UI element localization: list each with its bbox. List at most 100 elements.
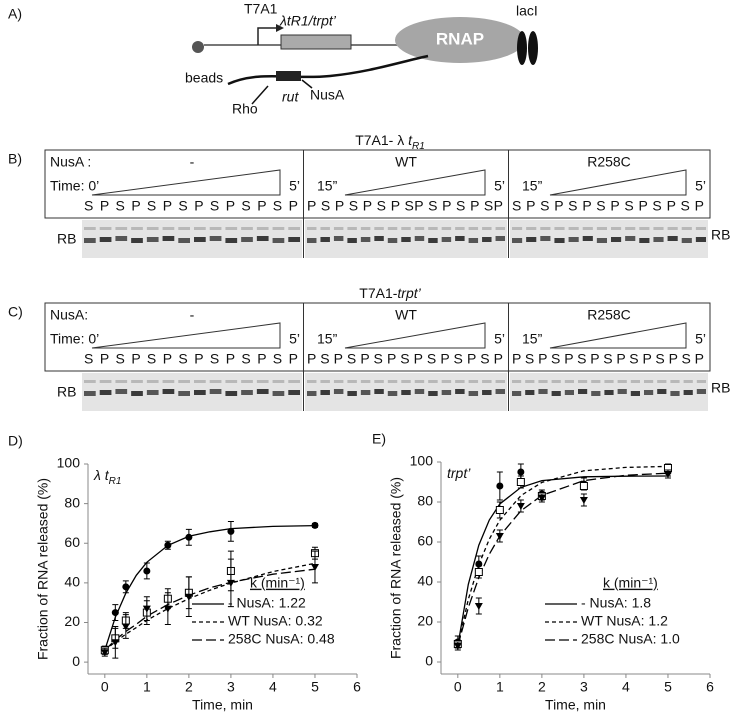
annotation-part: λ t [93, 467, 110, 483]
gel-band-top [551, 380, 561, 383]
gel-band-top [696, 380, 706, 383]
time-end: 5’ [695, 178, 706, 194]
gel-band-top [495, 380, 505, 383]
gel-band [564, 390, 574, 395]
gel-title-part: t [408, 132, 413, 148]
gel-frame [44, 302, 711, 372]
gel-band-top [178, 380, 190, 383]
marker [111, 639, 120, 647]
gel-band [146, 237, 159, 242]
terminator-box [280, 34, 352, 50]
gel-band [99, 237, 112, 242]
marker [517, 468, 525, 476]
gel-band-top [578, 380, 588, 383]
gel-band [540, 236, 551, 241]
gel-band [455, 389, 465, 394]
marker [142, 605, 151, 613]
time-start: 15” [317, 331, 338, 347]
gel-band-top [482, 380, 492, 383]
x-tick-label: 6 [353, 679, 361, 695]
time-end: 5’ [494, 331, 505, 347]
time-start: 15” [317, 178, 338, 194]
x-axis-label: Time, min [192, 697, 253, 713]
gel-band [360, 390, 371, 395]
gel-band-top [482, 227, 492, 230]
panel-label: A) [8, 6, 22, 22]
section-name: R258C [587, 154, 631, 170]
gel-band [525, 390, 535, 395]
gel-band-top [288, 227, 300, 230]
marker [516, 478, 525, 486]
lane-labels: P S P S P S P SP S P S P SP [307, 198, 503, 214]
gel-band-top [695, 227, 706, 230]
annotation: trpt’ [447, 465, 471, 481]
row-label: Time: 0’ [50, 331, 99, 347]
section-name: WT [395, 154, 417, 170]
rut-box [276, 71, 301, 81]
band-label: RB [711, 227, 730, 243]
legend-entry: WT NusA: 1.2 [581, 613, 668, 629]
gel-band [178, 238, 190, 243]
gel-band-top [256, 380, 269, 383]
time-start: 15” [522, 178, 543, 194]
marker [184, 593, 193, 601]
gel-band-top [455, 227, 465, 230]
gel-band-top [644, 380, 654, 383]
gel-band [401, 390, 411, 395]
gel-band-top [241, 227, 253, 230]
gel-band-top [401, 380, 411, 383]
marker [122, 583, 130, 591]
gel-band-top [387, 380, 398, 383]
gel-band [256, 389, 269, 394]
gel-band [401, 237, 411, 242]
x-tick-label: 2 [538, 679, 546, 695]
rho-arrow [251, 85, 269, 105]
legend-entry: - NusA: 1.22 [228, 595, 306, 611]
gel-band [653, 237, 664, 242]
gel-band [241, 237, 253, 242]
marker [579, 482, 588, 490]
y-tick-label: 100 [57, 455, 81, 471]
gel-band [99, 390, 112, 395]
lane-labels: P S P S P S P S P S P S P S P [307, 351, 503, 367]
gel-band [131, 391, 143, 396]
gel-band-top [374, 380, 384, 383]
gel-band [387, 391, 398, 396]
gel-band-top [428, 227, 438, 230]
section-name: - [190, 154, 195, 170]
gel-band-top [307, 380, 317, 383]
x-tick-label: 2 [185, 679, 193, 695]
row-label: NusA: [50, 307, 88, 323]
gel-band [428, 391, 438, 396]
time-end: 5’ [289, 178, 300, 194]
gel-band [360, 237, 371, 242]
marker [226, 579, 235, 587]
gel-band-top [625, 227, 636, 230]
gel-band [162, 236, 175, 241]
gel-band-top [146, 380, 159, 383]
gel-title-part: T7A1- [359, 285, 397, 301]
marker [100, 649, 109, 657]
marker [474, 603, 483, 610]
fit-line [457, 472, 669, 647]
gel-band-top [468, 380, 479, 383]
x-tick-label: 4 [269, 679, 277, 695]
y-tick-label: 80 [64, 494, 80, 510]
gel-band [683, 390, 693, 395]
legend-entry: - NusA: 1.8 [581, 595, 651, 611]
band-label: RB [57, 231, 76, 247]
gel-band [495, 236, 505, 241]
gel-band-top [194, 227, 206, 230]
fit-line [104, 562, 316, 651]
panel-label: B) [8, 151, 22, 167]
lane-labels: S P S P S P S P S P S P S P [512, 198, 704, 214]
gel-band [468, 391, 479, 396]
gel-band-top [401, 227, 411, 230]
marker [121, 623, 130, 631]
gel-band [591, 391, 601, 396]
gel-band [387, 238, 398, 243]
gel-band-top [667, 227, 678, 230]
gel-band [209, 389, 222, 394]
promoter-arrow [257, 27, 276, 45]
marker [663, 471, 672, 478]
